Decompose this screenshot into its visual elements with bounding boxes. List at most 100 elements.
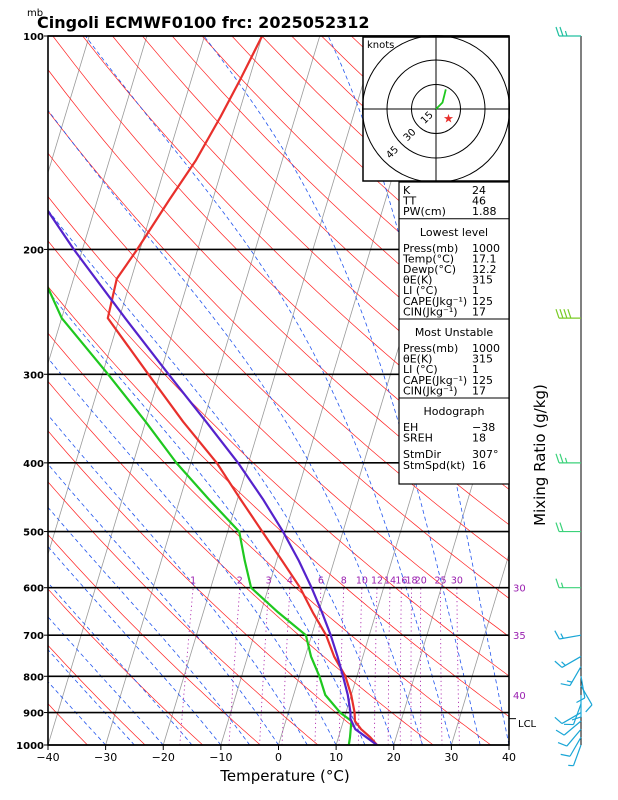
- index-value: 17: [472, 305, 486, 318]
- wind-barb: [563, 703, 582, 726]
- mixing-ratio-label: 18: [406, 576, 418, 587]
- mixing-ratio-line: [373, 587, 378, 745]
- index-label: Press(mb): [403, 242, 458, 255]
- adiabat-label: 40: [513, 691, 526, 702]
- moist-adiabat-line: [48, 681, 106, 745]
- dewpoint-profile: [48, 285, 353, 745]
- right-axis-label: Mixing Ratio (g/kg): [531, 384, 549, 526]
- wind-barb-flag: [559, 308, 564, 319]
- dry-adiabat-line: [48, 380, 434, 745]
- temperature-tick-label: 30: [444, 751, 458, 764]
- index-label: θE(K): [403, 274, 432, 287]
- index-value: 18: [472, 432, 486, 445]
- pressure-tick-label: 1000: [16, 741, 44, 752]
- mixing-ratio-line: [357, 587, 363, 745]
- mixing-ratio-line: [228, 587, 241, 745]
- unit-mb-label: mb: [27, 8, 43, 19]
- wind-barb-shaft: [569, 666, 582, 686]
- moist-adiabat-line: [48, 545, 222, 745]
- wind-barb-flag: [564, 30, 568, 37]
- moist-adiabat-line: [48, 414, 308, 745]
- isotherm-line: [162, 36, 378, 745]
- wind-barb: [554, 712, 582, 725]
- isotherm-line: [450, 552, 509, 745]
- mixing-ratio-line: [281, 587, 291, 745]
- index-value: 125: [472, 374, 493, 387]
- index-label: EH: [403, 421, 418, 434]
- mixing-ratio-label: 3: [266, 576, 272, 587]
- index-value: 1000: [472, 242, 500, 255]
- wind-barb: [555, 453, 581, 464]
- moist-adiabat-line: [48, 582, 193, 745]
- pressure-tick-label: 100: [23, 32, 44, 43]
- wind-barb-flag: [555, 522, 560, 532]
- dry-adiabat-line: [48, 285, 509, 718]
- dry-adiabat-line: [48, 644, 146, 745]
- dry-adiabat-line: [48, 430, 377, 745]
- dry-adiabat-line: [500, 36, 509, 44]
- wind-barb-flag: [560, 582, 564, 588]
- index-label: LI (°C): [403, 284, 438, 297]
- index-label: StmSpd(kt): [403, 459, 465, 472]
- mixing-ratio-label: 1: [190, 576, 196, 587]
- dry-adiabat-line: [112, 36, 509, 422]
- moist-adiabat-line: [48, 506, 251, 745]
- mixing-ratio-label: 20: [415, 576, 427, 587]
- wind-barb-flag: [557, 742, 568, 747]
- wind-barb-flag: [571, 716, 582, 721]
- panel-section-title: Most Unstable: [415, 326, 494, 339]
- index-value: 1.88: [472, 205, 497, 218]
- wind-barb-shaft: [580, 676, 586, 699]
- temperature-tick-label: 10: [329, 751, 343, 764]
- isotherm-line: [48, 36, 148, 365]
- wind-barb-flag: [554, 716, 563, 725]
- dry-adiabat-line: [48, 703, 88, 745]
- wind-barb: [555, 720, 582, 736]
- mixing-ratio-line: [387, 587, 391, 745]
- wind-barb-flag: [555, 308, 560, 319]
- sounding-profiles: [48, 36, 378, 745]
- temperature-tick-label: −30: [94, 751, 117, 764]
- moist-adiabat-line: [48, 209, 395, 745]
- wind-barb-flag: [576, 697, 586, 704]
- index-label: CAPE(Jkg⁻¹): [403, 295, 467, 308]
- index-label: Dewp(°C): [403, 263, 456, 276]
- wind-barb-flag: [560, 683, 571, 687]
- dry-adiabat-line: [48, 588, 204, 745]
- dry-adiabat-line: [48, 196, 509, 638]
- hodograph-ring: [411, 84, 461, 134]
- index-value: 307°: [472, 448, 499, 461]
- wind-barb-shaft: [572, 703, 582, 725]
- index-value: 17.1: [472, 252, 497, 265]
- wind-barb-flag: [585, 704, 593, 713]
- mixing-ratio-label: 30: [451, 576, 463, 587]
- mixing-ratio-label: 2: [237, 576, 243, 587]
- wind-barb: [554, 655, 582, 668]
- wind-barb: [576, 676, 586, 704]
- wind-barb: [555, 578, 581, 589]
- temperature-tick-label: 40: [502, 751, 516, 764]
- moist-adiabat-line: [203, 36, 481, 745]
- wind-barb: [568, 744, 582, 767]
- pressure-tick-label: 500: [23, 528, 44, 539]
- pressure-tick-label: 300: [23, 370, 44, 381]
- mixing-ratio-line: [399, 587, 402, 745]
- moist-adiabat-line: [48, 357, 337, 745]
- index-value: 12.2: [472, 263, 497, 276]
- wind-barb: [555, 26, 581, 37]
- index-label: CAPE(Jkg⁻¹): [403, 374, 467, 387]
- wind-barb: [560, 736, 582, 757]
- index-value: 125: [472, 295, 493, 308]
- wind-barb: [554, 630, 582, 640]
- pressure-tick-label: 700: [23, 631, 44, 642]
- wind-barb-flag: [566, 680, 573, 683]
- wind-barb-shaft: [566, 728, 582, 747]
- wind-barb-flag: [561, 661, 566, 666]
- mixing-ratio-label: 12: [371, 576, 383, 587]
- wind-barb-flag: [559, 522, 564, 532]
- index-label: SREH: [403, 432, 433, 445]
- panel-section-title: Hodograph: [424, 405, 485, 418]
